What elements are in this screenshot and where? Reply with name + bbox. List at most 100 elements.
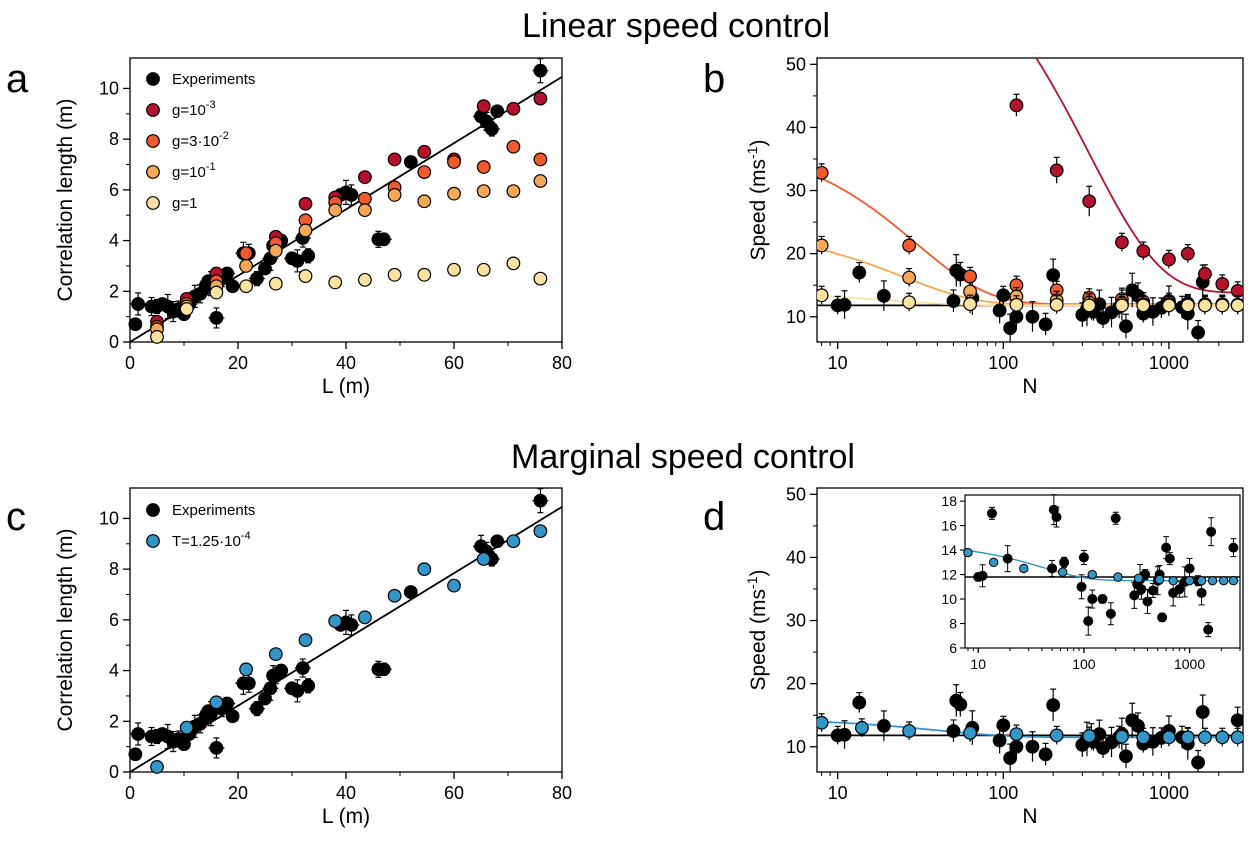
data-point-sim-1 [1199,268,1212,281]
data-point-experiments [302,679,315,692]
x-tick-label: 10 [828,353,848,373]
data-point-sim-1 [210,696,223,709]
inset-data-point [1197,588,1206,597]
legend-label: g=3·10-2 [172,130,229,150]
inset-data-point [1185,564,1194,573]
y-tick-label: 40 [786,117,806,137]
data-point-sim-2 [448,156,461,169]
data-point-sim-1 [815,716,828,729]
inset-data-point [1060,558,1069,567]
data-point-sim-3 [240,260,253,273]
data-point-sim-1 [418,146,431,159]
chart-panel-c: 0 20 40 60 800246810L (m)Correlation length … [54,488,572,828]
data-point-experiments [491,105,504,118]
data-point-experiments [129,318,142,331]
inset-data-point [1134,574,1142,582]
data-point-sim-1 [359,171,372,184]
data-point-sim-1 [1163,253,1176,266]
y-tick-label: 20 [786,244,806,264]
data-point-sim-2 [534,153,547,166]
inset-data-point [1079,553,1088,562]
data-point-sim-2 [240,247,253,260]
data-point-experiments [954,698,967,711]
data-point-sim-1 [477,553,490,566]
y-tick-label: 20 [786,674,806,694]
data-point-experiments [1039,748,1052,761]
data-point-experiments [1192,326,1205,339]
inset-data-point [964,548,972,556]
legend-superscript: -4 [241,530,251,542]
data-point-sim-1 [507,102,520,115]
y-tick-label: 50 [786,54,806,74]
data-point-sim-2 [815,167,828,180]
y-tick-label: 50 [786,484,806,504]
fit-curve [817,0,1243,293]
data-point-sim-2 [359,192,372,205]
y-axis-label-superscript: -1 [744,146,760,159]
data-point-sim-1 [359,611,372,624]
data-point-experiments [1132,720,1145,733]
data-point-sim-1 [1137,731,1150,744]
x-axis-label: L (m) [322,375,370,398]
y-tick-label: 40 [786,547,806,567]
data-point-experiments [491,535,504,548]
data-point-sim-2 [903,239,916,252]
bottom-section-title: Marginal speed control [511,438,855,476]
data-point-experiments [947,295,960,308]
inset-data-point [1088,570,1096,578]
data-point-sim-1 [1137,245,1150,258]
y-axis-label-end: ) [747,570,770,577]
data-point-sim-1 [1010,728,1023,741]
data-point-sim-4 [359,274,372,287]
x-tick-label: 40 [336,783,356,803]
y-tick-label: 8 [109,559,119,579]
data-point-sim-1 [1231,731,1244,744]
legend-marker [147,104,160,117]
legend-label: Experiments [172,71,255,88]
inset-data-point [1106,609,1115,618]
data-point-sim-1 [329,615,342,628]
data-point-sim-1 [240,663,253,676]
data-point-sim-1 [477,100,490,113]
data-point-experiments [132,298,145,311]
fit-curve [817,176,1243,304]
data-point-sim-4 [1010,298,1023,311]
data-point-sim-4 [180,303,193,316]
data-point-sim-1 [1116,730,1129,743]
data-point-sim-4 [1137,299,1150,312]
data-point-experiments [132,728,145,741]
data-point-sim-1 [1216,731,1229,744]
data-point-experiments [405,156,418,169]
data-point-experiments [838,298,851,311]
data-point-experiments [226,280,239,293]
data-point-sim-1 [1050,729,1063,742]
data-point-sim-4 [964,298,977,311]
data-point-sim-1 [534,525,547,538]
data-point-sim-1 [1163,731,1176,744]
y-tick-label: 30 [786,611,806,631]
data-point-sim-2 [964,270,977,283]
legend-marker [147,504,160,517]
legend-superscript: -2 [219,130,229,142]
inset-y-tick-label: 6 [949,640,957,656]
x-tick-label: 60 [444,353,464,373]
inset-y-tick-label: 8 [949,616,957,632]
inset-data-point [1058,568,1066,576]
x-axis-label: N [1022,375,1037,398]
data-point-sim-3 [507,185,520,198]
data-point-sim-1 [856,722,869,735]
chart-panel-b: 10 100 1000 10 20 30 40 50 N Speed (ms-1) [744,0,1244,398]
data-point-sim-2 [507,140,520,153]
data-point-experiments [993,304,1006,317]
data-point-experiments [378,233,391,246]
data-point-sim-1 [964,727,977,740]
inset-data-point [1158,613,1167,622]
data-point-sim-4 [1182,299,1195,312]
data-point-experiments [1039,318,1052,331]
data-point-sim-1 [388,589,401,602]
panel-letter-d: d [703,495,725,539]
data-point-sim-3 [388,189,401,202]
inset-data-point [1114,573,1122,581]
data-point-sim-3 [359,204,372,217]
